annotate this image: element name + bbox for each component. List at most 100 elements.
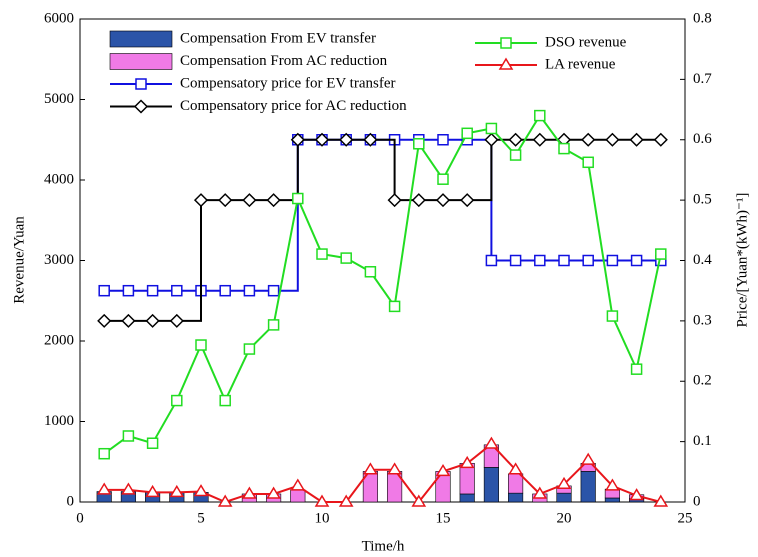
marker	[122, 284, 135, 297]
marker	[630, 363, 643, 375]
y2-tick-label: 0.5	[693, 192, 712, 208]
marker	[146, 437, 159, 449]
marker	[388, 300, 401, 313]
marker	[630, 254, 643, 267]
marker	[508, 132, 523, 147]
step-line	[104, 138, 661, 322]
y2-tick-label: 0.6	[693, 131, 712, 147]
marker	[97, 313, 112, 328]
marker	[435, 193, 451, 208]
marker	[558, 254, 570, 267]
marker	[437, 134, 449, 146]
y-tick-label: 6000	[44, 10, 74, 26]
line	[104, 442, 662, 504]
marker	[558, 142, 570, 155]
marker	[655, 248, 667, 260]
marker	[606, 254, 619, 267]
marker	[266, 193, 281, 208]
marker	[314, 494, 330, 507]
marker	[653, 494, 669, 507]
y-tick-label: 3000	[44, 252, 74, 268]
marker	[121, 313, 136, 328]
marker	[460, 193, 475, 208]
marker	[411, 193, 426, 208]
marker	[363, 132, 378, 147]
y2-tick-label: 0	[693, 493, 701, 509]
y-tick-label: 0	[67, 493, 75, 509]
marker	[266, 486, 281, 499]
marker	[169, 313, 184, 328]
marker	[435, 463, 451, 477]
x-tick-label: 20	[557, 510, 572, 526]
bar	[290, 489, 306, 503]
marker	[411, 494, 427, 507]
y-tick-label: 2000	[44, 332, 74, 348]
bar	[483, 467, 499, 503]
marker	[314, 132, 330, 147]
marker	[242, 193, 257, 208]
marker	[556, 476, 572, 490]
bar	[459, 493, 475, 503]
marker	[653, 132, 668, 147]
marker	[338, 494, 354, 507]
marker	[387, 462, 402, 475]
bar	[508, 492, 524, 503]
legend-label: Compensation From AC reduction	[180, 53, 388, 69]
marker	[267, 319, 280, 331]
marker	[243, 284, 256, 297]
marker	[171, 394, 183, 407]
marker	[340, 252, 352, 264]
x-axis-label: Time/h	[362, 538, 405, 554]
marker	[193, 484, 209, 497]
marker	[121, 482, 136, 495]
marker	[292, 192, 304, 205]
marker	[219, 284, 231, 297]
y-tick-label: 4000	[44, 171, 74, 187]
marker	[242, 486, 257, 499]
marker	[534, 109, 546, 122]
legend-swatch	[109, 53, 173, 70]
marker	[122, 430, 135, 442]
legend-swatch	[109, 30, 173, 48]
marker	[532, 132, 547, 147]
marker	[413, 138, 425, 150]
step-line	[104, 138, 661, 292]
y2-tick-label: 0.7	[693, 71, 712, 87]
marker	[363, 462, 378, 475]
marker	[629, 132, 644, 147]
legend-label: Compensatory price for AC reduction	[180, 98, 407, 114]
y-tick-label: 1000	[44, 413, 74, 429]
legend-label: LA revenue	[545, 56, 616, 72]
bar	[604, 497, 620, 503]
marker	[509, 254, 522, 267]
marker	[582, 254, 594, 267]
legend-label: DSO revenue	[545, 34, 627, 50]
marker	[217, 494, 233, 507]
y2-tick-label: 0.3	[693, 312, 712, 328]
marker	[581, 132, 596, 147]
marker	[509, 149, 522, 161]
marker	[485, 254, 498, 267]
bar	[556, 492, 572, 503]
marker	[290, 132, 305, 147]
line	[103, 113, 662, 455]
y2-axis-label: Price/[Yuan*(kWh)⁻¹]	[734, 193, 750, 328]
marker	[484, 132, 499, 147]
marker	[339, 132, 354, 147]
marker	[387, 193, 402, 208]
marker	[96, 482, 112, 495]
marker	[461, 127, 473, 140]
bar	[580, 471, 596, 503]
marker	[508, 462, 523, 475]
marker	[437, 173, 449, 185]
marker	[135, 78, 147, 90]
x-tick-label: 15	[436, 510, 451, 526]
marker	[582, 156, 594, 169]
marker	[580, 452, 596, 465]
marker	[532, 486, 548, 499]
marker	[193, 193, 209, 208]
y-axis-label: Revenue/Yuan	[11, 216, 27, 304]
marker	[605, 478, 620, 491]
marker	[498, 57, 514, 70]
